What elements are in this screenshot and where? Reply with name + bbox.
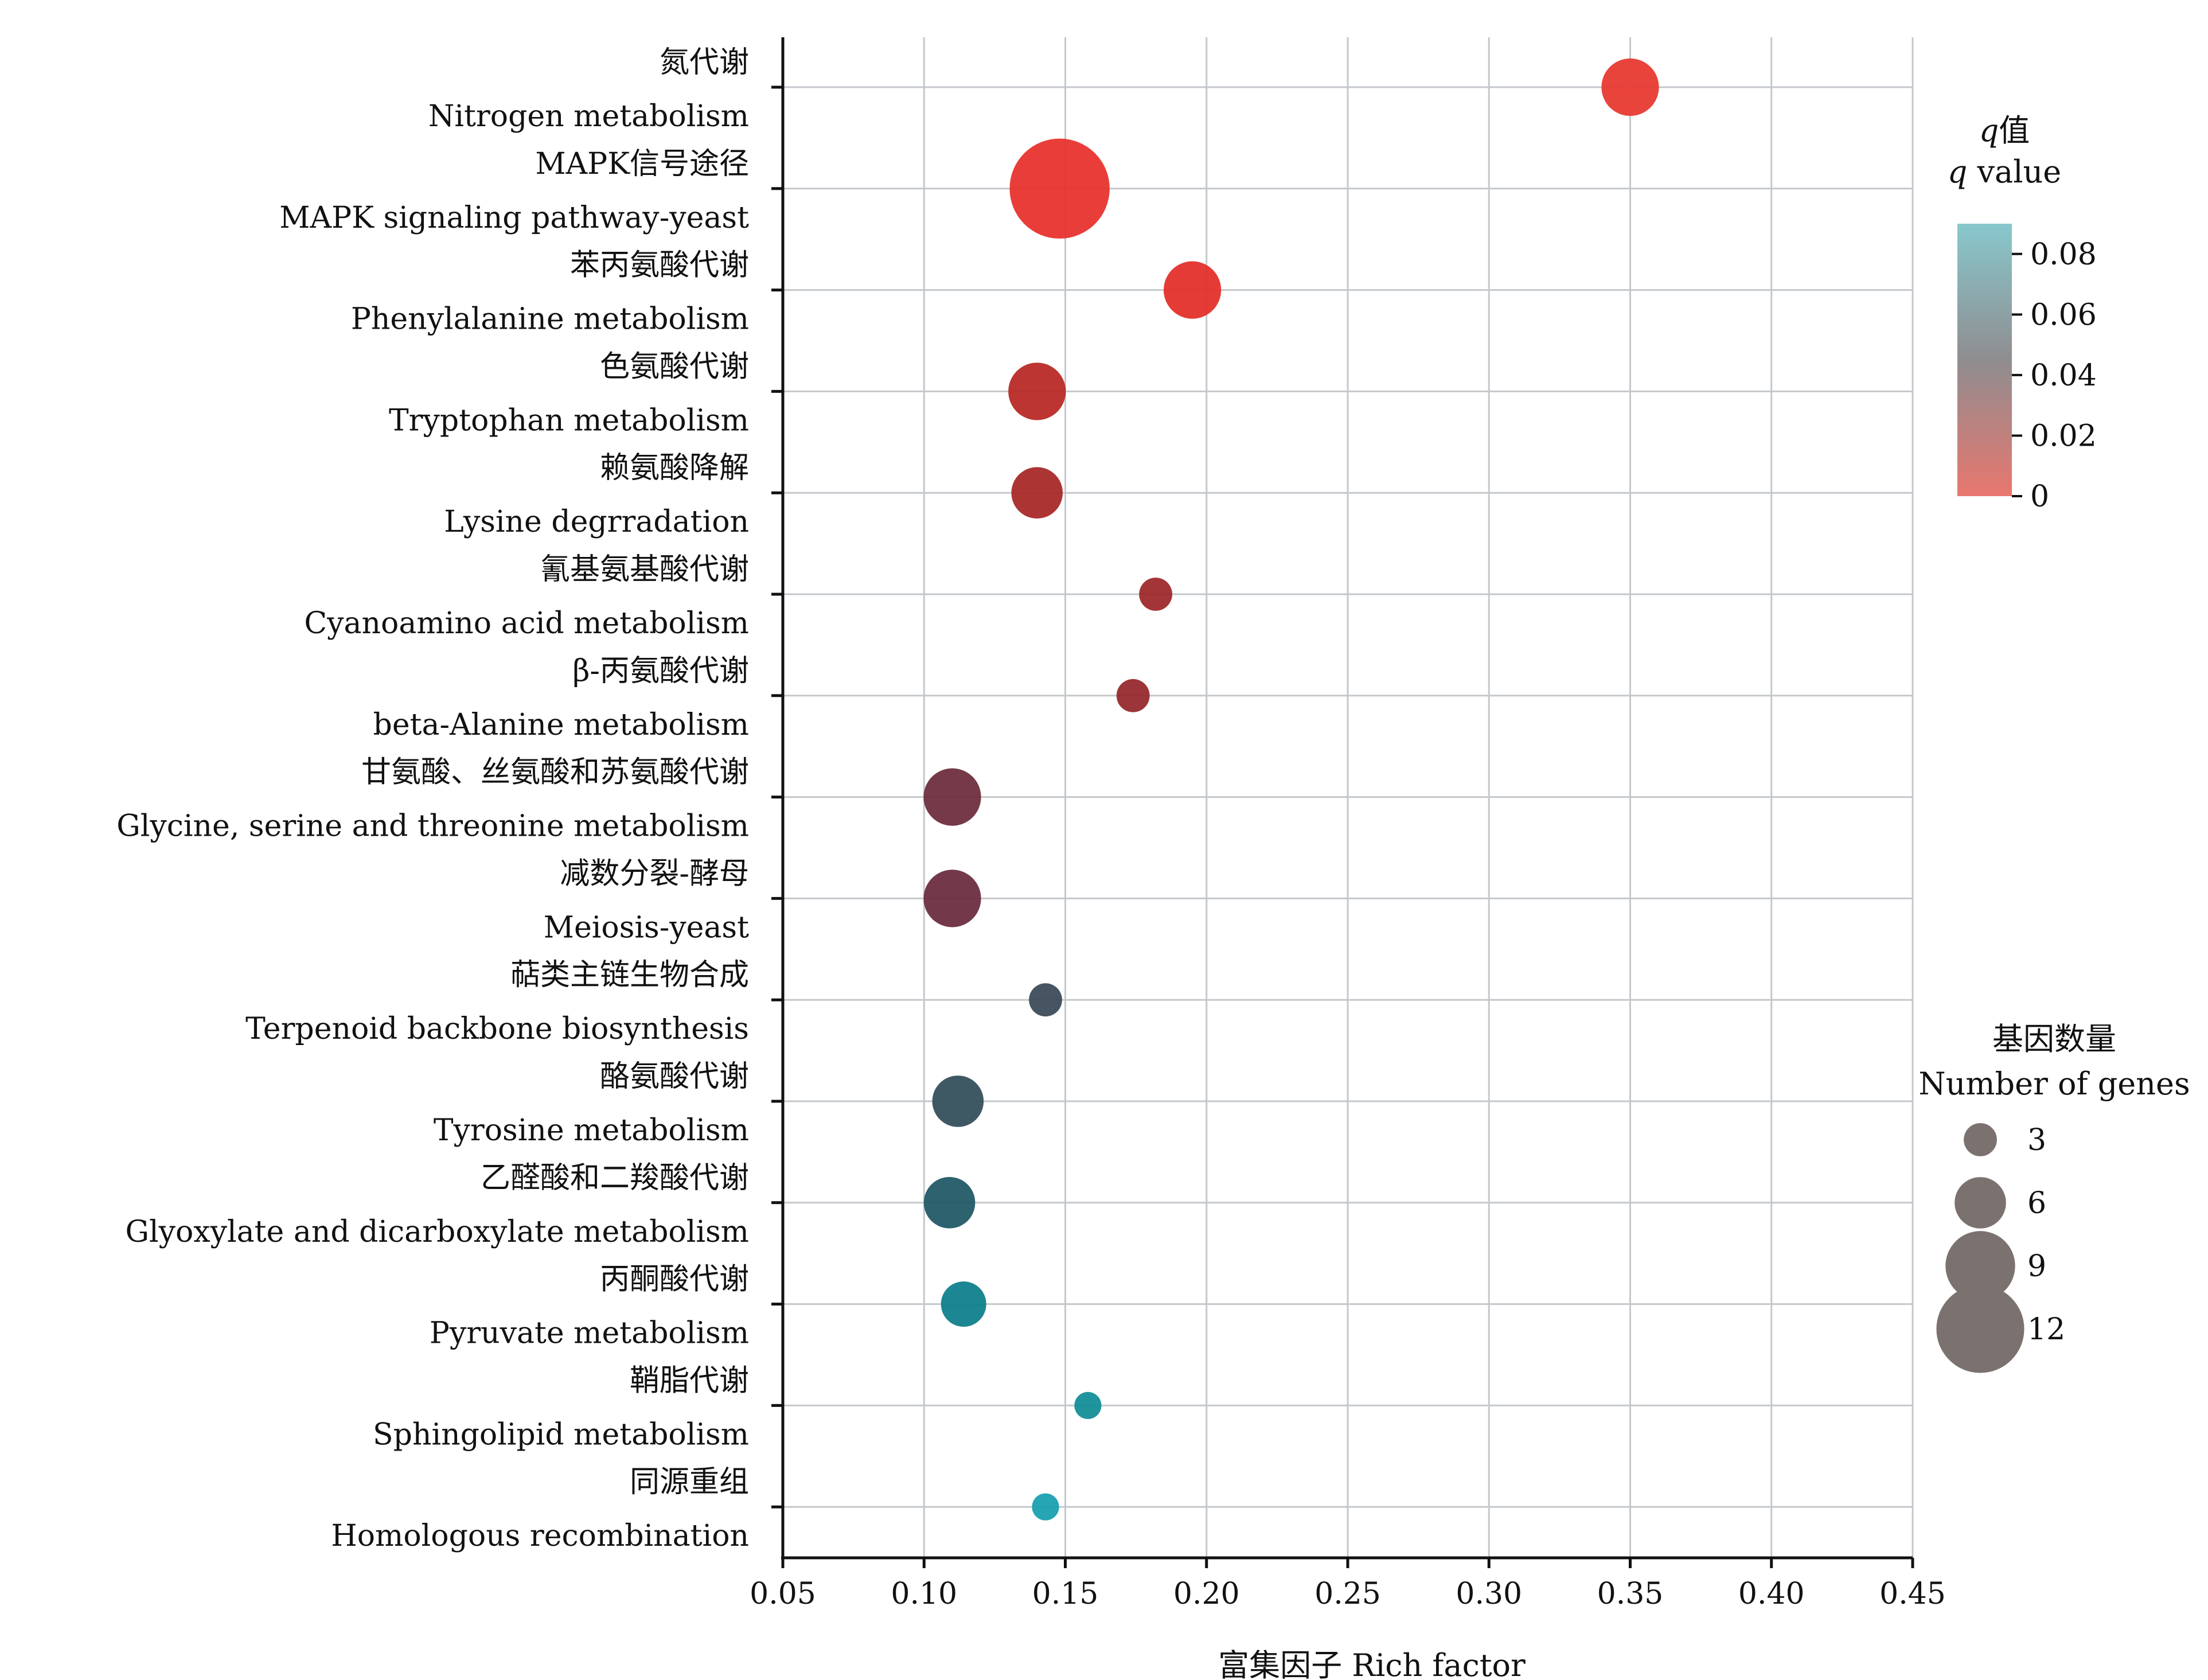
category-label-zh: 萜类主链生物合成: [510, 958, 749, 992]
data-point: [923, 870, 981, 927]
q-tick-label: 0.08: [2030, 237, 2097, 272]
x-tick-label: 0.10: [891, 1577, 957, 1611]
q-tick-label: 0: [2030, 480, 2049, 514]
data-point: [1032, 1493, 1059, 1521]
gene-count-legend: 基因数量 Number of genes 3 6 9 12: [1918, 1021, 2190, 1373]
data-point: [923, 1177, 976, 1229]
size-legend-label: 12: [2027, 1312, 2065, 1347]
category-label-zh: 氰基氨基酸代谢: [540, 552, 749, 587]
size-legend-circle: [1964, 1123, 1997, 1156]
x-tick-label: 0.05: [750, 1577, 816, 1611]
x-tick-label: 0.35: [1597, 1577, 1664, 1611]
category-label-en: Cyanoamino acid metabolism: [304, 606, 749, 641]
category-label-en: Glycine, serine and threonine metabolism: [116, 809, 749, 844]
data-point: [1116, 679, 1150, 712]
category-label-en: Phenylalanine metabolism: [351, 302, 749, 337]
x-tick-label: 0.25: [1314, 1577, 1381, 1611]
category-label-en: Lysine degrradation: [444, 505, 749, 539]
y-axis-ticks: [771, 85, 783, 1509]
x-tick-label: 0.30: [1456, 1577, 1522, 1611]
category-label-zh: 同源重组: [630, 1465, 749, 1499]
data-point: [1009, 138, 1110, 239]
category-label-en: Tyrosine metabolism: [434, 1113, 749, 1148]
size-legend-label: 9: [2027, 1249, 2046, 1284]
size-legend-title-en: Number of genes: [1918, 1066, 2190, 1102]
category-label-zh: MAPK信号途径: [535, 147, 749, 181]
category-label-en: MAPK signaling pathway-yeast: [279, 201, 749, 235]
category-label-en: Homologous recombination: [331, 1519, 749, 1553]
q-tick-label: 0.02: [2030, 419, 2097, 453]
data-point: [1139, 578, 1172, 611]
size-legend-circle: [1945, 1231, 2015, 1301]
q-tick-label: 0.04: [2030, 358, 2097, 393]
data-point: [1601, 58, 1659, 116]
category-label-zh: 苯丙氨酸代谢: [570, 248, 749, 283]
q-legend-title-line1: q值: [1979, 112, 2030, 149]
data-point: [1074, 1391, 1102, 1419]
q-legend-title-line2: q value: [1948, 154, 2061, 190]
category-label-en: Tryptophan metabolism: [389, 403, 749, 438]
x-tick-label: 0.45: [1879, 1577, 1946, 1611]
data-point: [923, 768, 981, 826]
data-point: [941, 1281, 986, 1327]
horizontal-gridlines: [783, 86, 1913, 1508]
category-labels: 氮代谢 Nitrogen metabolism MAPK信号途径 MAPK signa…: [116, 45, 749, 1553]
data-point: [1008, 362, 1066, 420]
category-label-zh: 乙醛酸和二羧酸代谢: [481, 1161, 749, 1195]
data-points: [923, 58, 1659, 1521]
category-label-zh: 鞘脂代谢: [630, 1363, 749, 1398]
data-point: [1164, 261, 1222, 319]
data-point: [1011, 467, 1063, 519]
q-value-legend: q值 q value 0.08 0.06 0.04 0.02 0: [1948, 112, 2097, 514]
category-label-zh: 氮代谢: [660, 45, 749, 80]
x-axis-ticks: 0.05 0.10 0.15 0.20 0.25 0.30 0.35 0.40 0.45: [750, 1558, 1946, 1611]
category-label-en: Nitrogen metabolism: [428, 99, 749, 134]
category-label-zh: β-丙氨酸代谢: [572, 654, 749, 688]
data-point: [932, 1075, 984, 1127]
category-label-zh: 甘氨酸、丝氨酸和苏氨酸代谢: [361, 755, 749, 790]
category-label-zh: 色氨酸代谢: [600, 349, 749, 384]
size-legend-circle: [1936, 1285, 2024, 1373]
x-tick-label: 0.40: [1738, 1577, 1805, 1611]
size-legend-circle: [1955, 1177, 2006, 1229]
category-label-zh: 丙酮酸代谢: [600, 1262, 749, 1297]
category-label-zh: 赖氨酸降解: [600, 451, 749, 485]
category-label-zh: 减数分裂-酵母: [560, 856, 749, 891]
category-label-zh: 酪氨酸代谢: [600, 1059, 749, 1094]
size-legend-label: 6: [2027, 1186, 2046, 1221]
x-tick-label: 0.20: [1173, 1577, 1240, 1611]
size-legend-label: 3: [2027, 1123, 2046, 1157]
category-label-en: Pyruvate metabolism: [430, 1316, 749, 1351]
q-value-ticks: 0.08 0.06 0.04 0.02 0: [2012, 237, 2097, 514]
q-tick-label: 0.06: [2030, 298, 2097, 332]
category-label-en: Meiosis-yeast: [544, 910, 749, 945]
category-label-en: Sphingolipid metabolism: [373, 1417, 749, 1452]
category-label-en: Terpenoid backbone biosynthesis: [245, 1012, 749, 1046]
x-axis-title: 富集因子 Rich factor: [1218, 1647, 1526, 1680]
category-label-en: Glyoxylate and dicarboxylate metabolism: [125, 1215, 749, 1249]
data-point: [1029, 983, 1062, 1017]
category-label-en: beta-Alanine metabolism: [373, 708, 749, 742]
x-tick-label: 0.15: [1032, 1577, 1099, 1611]
size-legend-title-zh: 基因数量: [1992, 1021, 2116, 1057]
size-legend-items: 3 6 9 12: [1936, 1123, 2065, 1373]
q-value-colorbar: [1957, 224, 2012, 496]
